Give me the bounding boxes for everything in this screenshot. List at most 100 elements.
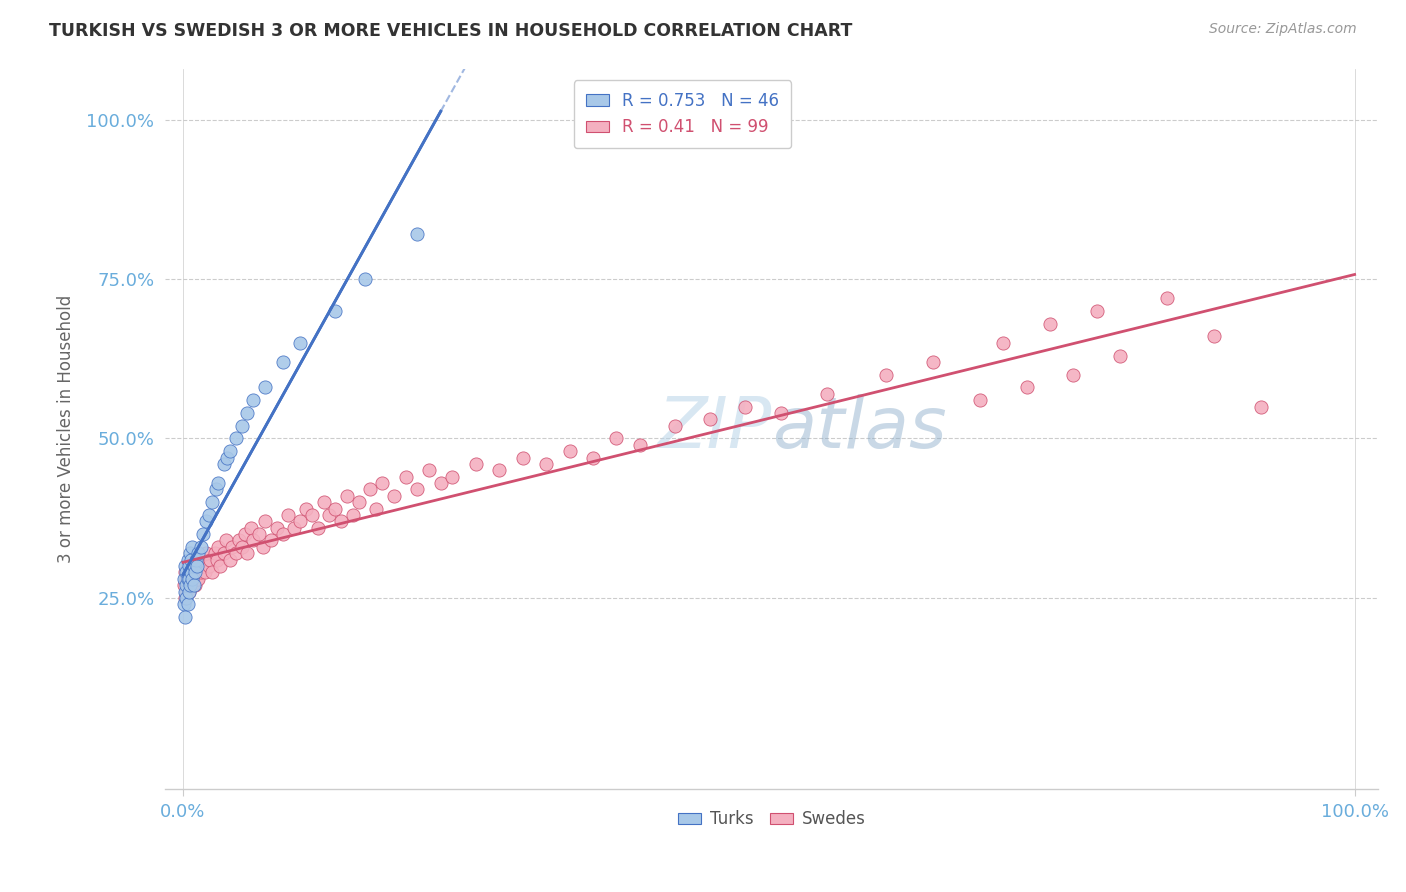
Point: [181, 540, 204, 554]
Point: [236, 546, 259, 560]
Point: [194, 566, 217, 580]
Point: [277, 508, 299, 522]
Point: [186, 559, 208, 574]
Point: [180, 566, 202, 580]
Point: [198, 552, 221, 566]
Point: [181, 566, 204, 580]
Point: [183, 566, 205, 580]
Point: [969, 393, 991, 408]
Point: [176, 566, 198, 580]
Point: [225, 546, 247, 560]
Point: [512, 450, 534, 465]
Point: [252, 540, 274, 554]
Point: [176, 578, 198, 592]
Point: [195, 546, 218, 560]
Point: [236, 406, 259, 420]
Point: [266, 521, 288, 535]
Point: [176, 584, 198, 599]
Point: [197, 559, 219, 574]
Point: [180, 559, 202, 574]
Point: [179, 578, 201, 592]
Point: [734, 400, 756, 414]
Y-axis label: 3 or more Vehicles in Household: 3 or more Vehicles in Household: [58, 294, 75, 563]
Point: [247, 527, 270, 541]
Point: [183, 559, 205, 574]
Point: [242, 393, 264, 408]
Text: Source: ZipAtlas.com: Source: ZipAtlas.com: [1209, 22, 1357, 37]
Point: [191, 527, 214, 541]
Point: [231, 418, 253, 433]
Point: [179, 578, 201, 592]
Point: [184, 552, 207, 566]
Point: [205, 552, 228, 566]
Point: [174, 610, 197, 624]
Point: [212, 457, 235, 471]
Point: [418, 463, 440, 477]
Text: atlas: atlas: [772, 394, 946, 463]
Point: [218, 552, 240, 566]
Point: [209, 559, 232, 574]
Point: [295, 501, 318, 516]
Point: [323, 501, 346, 516]
Point: [582, 450, 605, 465]
Point: [664, 418, 686, 433]
Point: [318, 508, 340, 522]
Point: [190, 552, 212, 566]
Point: [253, 514, 276, 528]
Point: [173, 572, 195, 586]
Point: [177, 572, 200, 586]
Point: [628, 438, 651, 452]
Point: [558, 444, 581, 458]
Point: [815, 386, 838, 401]
Point: [190, 540, 212, 554]
Point: [342, 508, 364, 522]
Point: [1062, 368, 1084, 382]
Point: [186, 572, 208, 586]
Point: [176, 559, 198, 574]
Point: [288, 335, 311, 350]
Point: [605, 432, 627, 446]
Point: [187, 572, 209, 586]
Point: [1109, 349, 1132, 363]
Point: [173, 597, 195, 611]
Point: [991, 335, 1014, 350]
Point: [179, 566, 201, 580]
Point: [193, 559, 215, 574]
Point: [699, 412, 721, 426]
Point: [181, 578, 204, 592]
Point: [174, 559, 197, 574]
Point: [488, 463, 510, 477]
Point: [288, 514, 311, 528]
Point: [186, 566, 208, 580]
Point: [1015, 380, 1038, 394]
Point: [239, 521, 262, 535]
Point: [353, 272, 375, 286]
Point: [207, 476, 229, 491]
Point: [177, 584, 200, 599]
Point: [769, 406, 792, 420]
Point: [174, 566, 197, 580]
Point: [183, 578, 205, 592]
Point: [176, 552, 198, 566]
Point: [176, 578, 198, 592]
Point: [1250, 400, 1272, 414]
Point: [212, 546, 235, 560]
Point: [382, 489, 405, 503]
Point: [176, 572, 198, 586]
Point: [429, 476, 451, 491]
Point: [394, 469, 416, 483]
Point: [173, 578, 195, 592]
Point: [242, 533, 264, 548]
Legend: Turks, Swedes: Turks, Swedes: [671, 804, 872, 835]
Point: [179, 546, 201, 560]
Point: [1156, 291, 1178, 305]
Point: [190, 566, 212, 580]
Point: [197, 508, 219, 522]
Point: [371, 476, 394, 491]
Point: [1039, 317, 1062, 331]
Point: [187, 546, 209, 560]
Point: [176, 597, 198, 611]
Point: [217, 450, 239, 465]
Text: TURKISH VS SWEDISH 3 OR MORE VEHICLES IN HOUSEHOLD CORRELATION CHART: TURKISH VS SWEDISH 3 OR MORE VEHICLES IN…: [49, 22, 852, 40]
Text: ZIP: ZIP: [658, 394, 772, 463]
